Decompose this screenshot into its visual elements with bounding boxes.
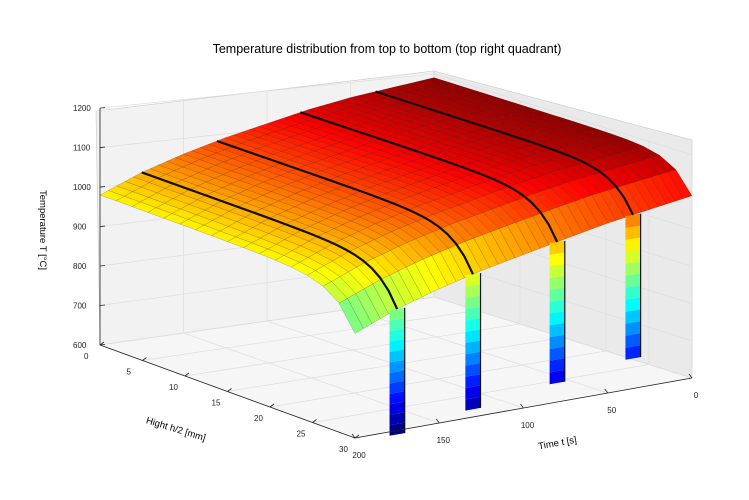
cooling-dip-band xyxy=(465,273,481,287)
x-tick-mark xyxy=(520,403,524,409)
cooling-dip-ridge xyxy=(216,139,474,275)
z-tick-label: 1200 xyxy=(73,104,91,113)
cooling-dip-band xyxy=(389,349,405,363)
z-tick-mark xyxy=(99,225,106,227)
cooling-dip-band xyxy=(465,318,481,332)
cooling-dip-band xyxy=(389,307,405,321)
cooling-dip-band xyxy=(549,322,565,338)
z-tick-label: 1000 xyxy=(73,183,91,192)
cooling-dip-band xyxy=(465,340,481,355)
cooling-dip-band xyxy=(625,333,641,348)
cooling-dip-band xyxy=(465,385,481,400)
cooling-dip-band xyxy=(549,287,565,302)
cooling-dip-band xyxy=(625,213,641,228)
z-tick-mark xyxy=(99,107,106,109)
z-tick-label: 1100 xyxy=(73,144,91,153)
z-tick-mark xyxy=(99,265,106,267)
cooling-dip-band xyxy=(625,309,641,324)
cooling-dip-band xyxy=(549,311,565,326)
cooling-dip-band xyxy=(549,299,565,314)
cooling-dip-band xyxy=(389,401,405,415)
cooling-dip-band xyxy=(625,321,641,336)
cooling-dip-band xyxy=(465,295,481,310)
z-tick-label: 600 xyxy=(73,341,87,350)
cooling-dip-band xyxy=(549,240,565,255)
cooling-dip-band xyxy=(549,358,565,373)
z-tick-label: 700 xyxy=(73,302,87,311)
cooling-dip-band xyxy=(389,391,405,405)
cooling-dip-ridge xyxy=(300,111,559,243)
cooling-dip-band xyxy=(625,345,641,360)
cooling-dip-ridge xyxy=(141,171,399,310)
y-tick-label: 0 xyxy=(84,352,89,361)
y-tick-label: 5 xyxy=(127,368,132,377)
y-tick-mark xyxy=(142,357,147,361)
z-tick-mark xyxy=(99,146,106,148)
y-tick-label: 30 xyxy=(339,445,348,454)
cooling-dip-band xyxy=(625,297,641,312)
x-tick-mark xyxy=(351,433,356,439)
y-tick-mark xyxy=(99,341,105,346)
chart-title: Temperature distribution from top to bot… xyxy=(213,42,562,56)
cooling-dip-band xyxy=(389,412,405,426)
y-tick-mark xyxy=(227,388,232,392)
cooling-dip-band xyxy=(465,329,481,344)
y-tick-mark xyxy=(269,403,275,408)
y-tick-mark xyxy=(312,419,317,423)
y-tick-label: 15 xyxy=(212,399,221,408)
axes: 600 700 800 900 1000 1100 1200 0 5 10 15 20 25 30 0 50 1… xyxy=(73,104,699,460)
z-tick-mark xyxy=(99,304,106,306)
surface-patch xyxy=(338,298,364,334)
cooling-dip-ridge xyxy=(375,90,635,216)
x-axis-label: Time t [s] xyxy=(538,435,578,453)
cooling-dip-band xyxy=(389,422,405,436)
z-tick-label: 800 xyxy=(73,262,87,271)
cooling-dip-band xyxy=(549,252,565,267)
cooling-dip-band xyxy=(389,370,405,384)
x-tick-label: 150 xyxy=(437,436,451,445)
cooling-dip-band xyxy=(389,328,405,342)
cooling-dip-band xyxy=(465,306,481,321)
cooling-dip-band xyxy=(465,396,481,411)
z-tick-label: 900 xyxy=(73,223,87,232)
y-tick-label: 20 xyxy=(254,414,263,423)
cooling-dip-band xyxy=(389,359,405,373)
y-axis-label: Hight h/2 [mm] xyxy=(145,415,207,444)
cooling-dip-band xyxy=(625,273,641,288)
cooling-dip-band xyxy=(625,249,641,264)
x-tick-label: 0 xyxy=(694,391,699,400)
x-tick-mark xyxy=(435,418,440,424)
cooling-dip-band xyxy=(549,346,565,361)
cooling-dip-band xyxy=(549,264,565,279)
y-tick-label: 25 xyxy=(297,430,306,439)
cooling-dip-band xyxy=(625,285,641,300)
y-tick-mark xyxy=(184,372,190,377)
cooling-dip-band xyxy=(625,225,641,240)
cooling-dip-band xyxy=(549,276,565,291)
cooling-dip-band xyxy=(465,284,481,298)
z-axis-label: Temperature T [°C] xyxy=(37,190,48,270)
cooling-dip-band xyxy=(389,339,405,353)
cooling-dip-band xyxy=(389,318,405,332)
y-tick-label: 10 xyxy=(169,383,178,392)
cooling-dip-band xyxy=(465,351,481,366)
cooling-dip-band xyxy=(625,261,641,276)
cooling-dip-band xyxy=(389,380,405,394)
temperature-surface xyxy=(99,77,693,436)
cooling-dip-band xyxy=(465,374,481,389)
x-tick-label: 100 xyxy=(521,421,535,430)
x-tick-mark xyxy=(688,373,693,379)
cooling-dip-band xyxy=(465,362,481,377)
y-grid-line xyxy=(312,141,650,423)
x-tick-mark xyxy=(604,388,609,394)
cooling-dip-band xyxy=(549,369,565,385)
z-tick-mark xyxy=(99,186,106,188)
cooling-dip-band xyxy=(549,334,565,349)
x-tick-label: 50 xyxy=(607,406,616,415)
x-tick-label: 200 xyxy=(352,451,366,460)
cooling-dip-band xyxy=(625,237,641,252)
